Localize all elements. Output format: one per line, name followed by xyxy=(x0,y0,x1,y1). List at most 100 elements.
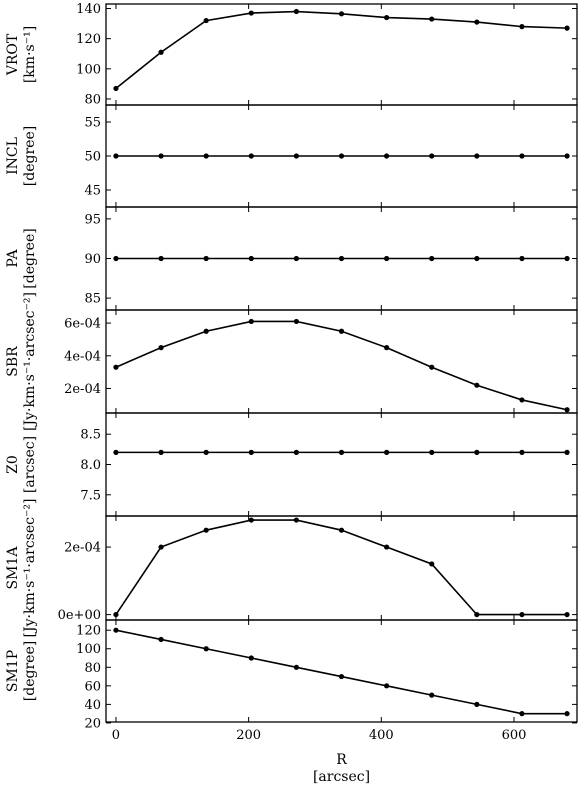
y-axis-name: Z0 xyxy=(5,455,21,474)
x-tick-label: 400 xyxy=(369,728,394,743)
data-point xyxy=(519,711,525,717)
data-point xyxy=(248,449,254,455)
data-point xyxy=(429,561,435,567)
data-point xyxy=(429,153,435,159)
y-tick-label: 7.5 xyxy=(80,488,101,503)
data-point xyxy=(564,611,570,618)
data-point xyxy=(384,544,390,550)
y-tick-label: 100 xyxy=(76,642,101,657)
x-tick-label: 0 xyxy=(112,728,120,743)
y-tick-label: 120 xyxy=(76,32,101,47)
panel-z0: 7.5 8.0 8.5 Z0[arcsec] xyxy=(5,412,578,517)
data-point xyxy=(248,517,254,523)
data-point xyxy=(248,255,254,262)
data-point xyxy=(384,683,390,689)
y-tick-label: 45 xyxy=(84,184,101,199)
y-tick-label: 20 xyxy=(84,716,101,731)
data-point xyxy=(113,627,119,633)
data-point xyxy=(248,10,254,16)
y-tick-label: 80 xyxy=(84,661,101,676)
data-point xyxy=(248,655,254,661)
data-point xyxy=(293,517,299,523)
data-point xyxy=(519,449,525,455)
data-point xyxy=(564,449,570,455)
data-point xyxy=(158,153,164,159)
x-axis-unit: [arcsec] xyxy=(313,769,370,785)
data-point xyxy=(158,345,164,351)
y-tick-label: 2e-04 xyxy=(64,541,101,556)
y-tick-label: 0e+00 xyxy=(58,608,101,623)
data-point xyxy=(203,153,209,159)
panel-sm1a: 0e+00 2e-04 SM1A[Jy·km·s⁻¹·arcsec⁻²] xyxy=(5,499,578,638)
y-axis-unit: [km·s⁻¹] xyxy=(22,26,38,83)
y-axis-label: SM1A[Jy·km·s⁻¹·arcsec⁻²] xyxy=(5,499,38,638)
data-point xyxy=(474,153,480,159)
data-point xyxy=(564,407,570,413)
y-axis-label: SM1P[degree] xyxy=(5,641,38,701)
y-axis-unit: [arcsec] xyxy=(22,436,38,493)
y-tick-label: 95 xyxy=(84,212,101,227)
data-point xyxy=(564,255,570,262)
y-axis-unit: [degree] xyxy=(22,228,38,288)
y-tick-label: 60 xyxy=(84,679,101,694)
y-axis-unit: [Jy·km·s⁻¹·arcsec⁻²] xyxy=(22,292,38,431)
data-point xyxy=(293,8,299,15)
x-axis: 0 200 400 600 R[arcsec] xyxy=(112,728,527,785)
panels-group: 80 100 120 140 VROT[km·s⁻¹] 455055INCL[degree… xyxy=(5,2,578,731)
y-axis-label: PA[degree] xyxy=(5,228,38,288)
data-point xyxy=(203,449,209,455)
panel-pa: 85 90 95 PA[degree] xyxy=(5,206,578,311)
data-point xyxy=(384,345,390,351)
y-tick-label: 120 xyxy=(76,624,101,639)
data-point xyxy=(248,153,254,159)
data-point xyxy=(429,255,435,262)
data-point xyxy=(338,673,345,680)
data-point xyxy=(293,664,299,670)
data-point xyxy=(384,14,390,21)
data-point xyxy=(338,11,345,17)
x-tick-label: 600 xyxy=(502,728,527,743)
data-point xyxy=(474,382,480,388)
data-point xyxy=(519,24,525,30)
y-tick-label: 100 xyxy=(76,62,101,77)
y-tick-label: 8.5 xyxy=(80,428,101,443)
y-axis-label: VROT[km·s⁻¹] xyxy=(5,26,38,83)
series-line xyxy=(115,320,568,411)
y-tick-label: 6e-04 xyxy=(64,317,101,332)
y-axis-unit: [degree] xyxy=(22,641,38,701)
panel-sbr: 2e-04 4e-04 6e-04 SBR[Jy·km·s⁻¹·arcsec⁻²] xyxy=(5,292,578,431)
y-tick-label: 2e-04 xyxy=(64,382,101,397)
y-tick-label: 90 xyxy=(84,252,101,267)
data-point xyxy=(338,255,345,262)
data-point xyxy=(338,449,345,455)
panel-sm1p: 20 40 60 80 100 120 SM1P[degree] xyxy=(5,619,578,731)
data-point xyxy=(519,153,525,159)
y-axis-label: SBR[Jy·km·s⁻¹·arcsec⁻²] xyxy=(5,292,38,431)
data-point xyxy=(158,255,164,262)
series-line xyxy=(115,519,568,616)
x-axis-label: R xyxy=(336,752,347,768)
y-tick-label: 85 xyxy=(84,292,101,307)
data-point xyxy=(429,449,435,455)
data-point xyxy=(474,255,480,262)
panel-incl: 45 50 55 INCL[degree] xyxy=(5,104,578,208)
data-point xyxy=(519,611,525,618)
data-point xyxy=(203,328,209,334)
data-point xyxy=(113,364,119,370)
y-tick-label: 8.0 xyxy=(80,458,101,473)
panel-frame xyxy=(105,412,578,517)
y-tick-label: 140 xyxy=(76,2,101,17)
y-axis-name: SM1A xyxy=(5,546,21,590)
y-tick-label: 40 xyxy=(84,698,101,713)
data-point xyxy=(474,701,480,707)
data-point xyxy=(338,153,345,159)
data-point xyxy=(429,692,435,698)
y-axis-name: SBR xyxy=(5,346,21,377)
data-point xyxy=(519,397,525,403)
data-point xyxy=(429,16,435,22)
y-axis-unit: [Jy·km·s⁻¹·arcsec⁻²] xyxy=(22,499,38,638)
y-tick-label: 80 xyxy=(84,92,101,107)
data-point xyxy=(338,527,345,533)
data-point xyxy=(203,646,209,652)
y-axis-label: INCL[degree] xyxy=(5,126,38,186)
